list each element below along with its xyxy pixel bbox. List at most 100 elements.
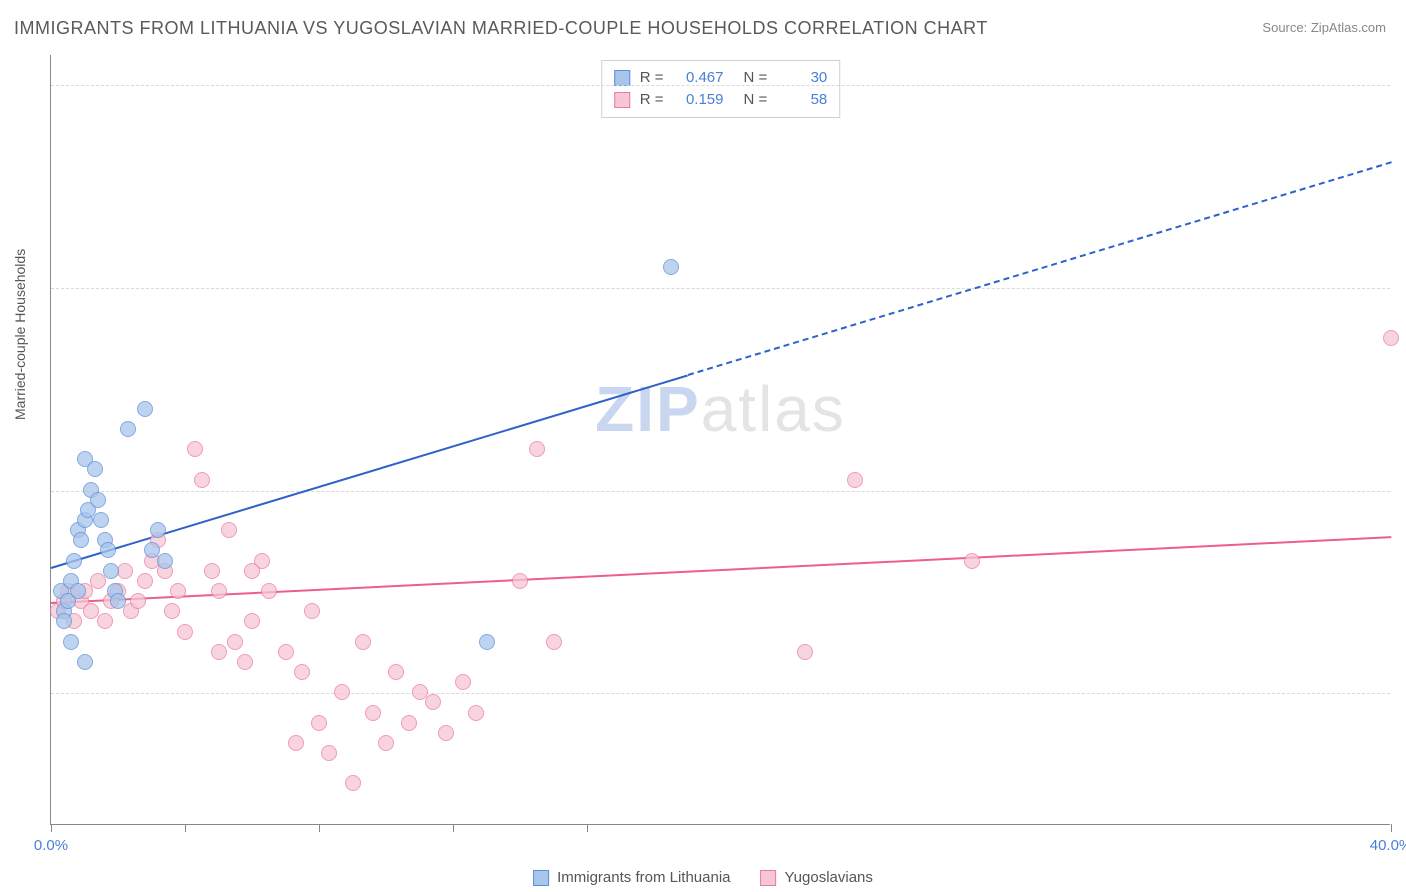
legend-label: Yugoslavians	[785, 869, 873, 886]
data-point-blue	[137, 401, 153, 417]
gridline	[51, 491, 1390, 492]
data-point-pink	[1383, 330, 1399, 346]
legend-row: R = 0.159 N = 58	[614, 89, 828, 111]
data-point-blue	[663, 259, 679, 275]
data-point-pink	[529, 441, 545, 457]
data-point-blue	[87, 461, 103, 477]
legend-swatch	[614, 70, 630, 86]
watermark: ZIPatlas	[595, 372, 846, 446]
data-point-blue	[73, 532, 89, 548]
data-point-blue	[100, 542, 116, 558]
y-axis-label: Married-couple Households	[12, 249, 28, 420]
n-value: 58	[777, 89, 827, 111]
data-point-pink	[278, 644, 294, 660]
data-point-pink	[244, 613, 260, 629]
data-point-pink	[455, 674, 471, 690]
data-point-pink	[187, 441, 203, 457]
x-tick-label: 40.0%	[1370, 837, 1406, 854]
data-point-blue	[150, 522, 166, 538]
legend-item: Yugoslavians	[761, 869, 873, 886]
data-point-blue	[110, 593, 126, 609]
data-point-pink	[345, 775, 361, 791]
data-point-pink	[164, 603, 180, 619]
data-point-pink	[204, 563, 220, 579]
data-point-pink	[97, 613, 113, 629]
data-point-pink	[170, 583, 186, 599]
legend-swatch	[761, 870, 777, 886]
data-point-pink	[221, 522, 237, 538]
x-tick	[453, 824, 454, 832]
data-point-pink	[211, 644, 227, 660]
data-point-pink	[355, 634, 371, 650]
x-tick	[319, 824, 320, 832]
data-point-pink	[321, 745, 337, 761]
data-point-pink	[294, 664, 310, 680]
data-point-pink	[194, 472, 210, 488]
n-label: N =	[744, 89, 768, 111]
x-tick-label: 0.0%	[34, 837, 68, 854]
gridline	[51, 693, 1390, 694]
data-point-pink	[304, 603, 320, 619]
legend-swatch	[533, 870, 549, 886]
data-point-pink	[438, 725, 454, 741]
data-point-blue	[479, 634, 495, 650]
data-point-pink	[227, 634, 243, 650]
trend-line	[687, 161, 1391, 376]
data-point-blue	[66, 553, 82, 569]
r-label: R =	[640, 89, 664, 111]
legend-swatch	[614, 92, 630, 108]
data-point-pink	[546, 634, 562, 650]
x-tick	[587, 824, 588, 832]
x-tick	[1391, 824, 1392, 832]
data-point-pink	[211, 583, 227, 599]
source-link[interactable]: ZipAtlas.com	[1311, 20, 1386, 35]
y-tick-label: 60.0%	[1400, 482, 1406, 499]
data-point-blue	[157, 553, 173, 569]
source-label: Source:	[1262, 20, 1307, 35]
correlation-legend: R =0.467N =30R =0.159N =58	[601, 60, 841, 118]
r-value: 0.159	[674, 89, 724, 111]
data-point-pink	[288, 735, 304, 751]
data-point-pink	[847, 472, 863, 488]
data-point-pink	[388, 664, 404, 680]
data-point-pink	[237, 654, 253, 670]
gridline	[51, 288, 1390, 289]
data-point-pink	[964, 553, 980, 569]
data-point-blue	[70, 583, 86, 599]
data-point-pink	[177, 624, 193, 640]
data-point-blue	[77, 654, 93, 670]
data-point-blue	[103, 563, 119, 579]
data-point-blue	[93, 512, 109, 528]
data-point-pink	[90, 573, 106, 589]
series-legend: Immigrants from Lithuania Yugoslavians	[533, 869, 873, 886]
data-point-pink	[365, 705, 381, 721]
data-point-blue	[90, 492, 106, 508]
data-point-pink	[512, 573, 528, 589]
data-point-blue	[56, 613, 72, 629]
data-point-pink	[311, 715, 327, 731]
data-point-pink	[797, 644, 813, 660]
legend-item: Immigrants from Lithuania	[533, 869, 730, 886]
data-point-blue	[120, 421, 136, 437]
x-tick	[185, 824, 186, 832]
data-point-pink	[334, 684, 350, 700]
correlation-chart: IMMIGRANTS FROM LITHUANIA VS YUGOSLAVIAN…	[0, 0, 1406, 892]
data-point-blue	[63, 634, 79, 650]
y-tick-label: 80.0%	[1400, 280, 1406, 297]
data-point-pink	[244, 563, 260, 579]
y-tick-label: 40.0%	[1400, 685, 1406, 702]
y-tick-label: 100.0%	[1400, 77, 1406, 94]
watermark-text: atlas	[701, 373, 846, 445]
data-point-pink	[137, 573, 153, 589]
chart-title: IMMIGRANTS FROM LITHUANIA VS YUGOSLAVIAN…	[14, 18, 988, 39]
source-attribution: Source: ZipAtlas.com	[1262, 20, 1386, 35]
data-point-pink	[130, 593, 146, 609]
data-point-pink	[401, 715, 417, 731]
x-tick	[51, 824, 52, 832]
watermark-logo: ZIP	[595, 373, 701, 445]
plot-area: ZIPatlas R =0.467N =30R =0.159N =58 40.0…	[50, 55, 1390, 825]
data-point-pink	[468, 705, 484, 721]
data-point-pink	[261, 583, 277, 599]
gridline	[51, 85, 1390, 86]
legend-label: Immigrants from Lithuania	[557, 869, 730, 886]
